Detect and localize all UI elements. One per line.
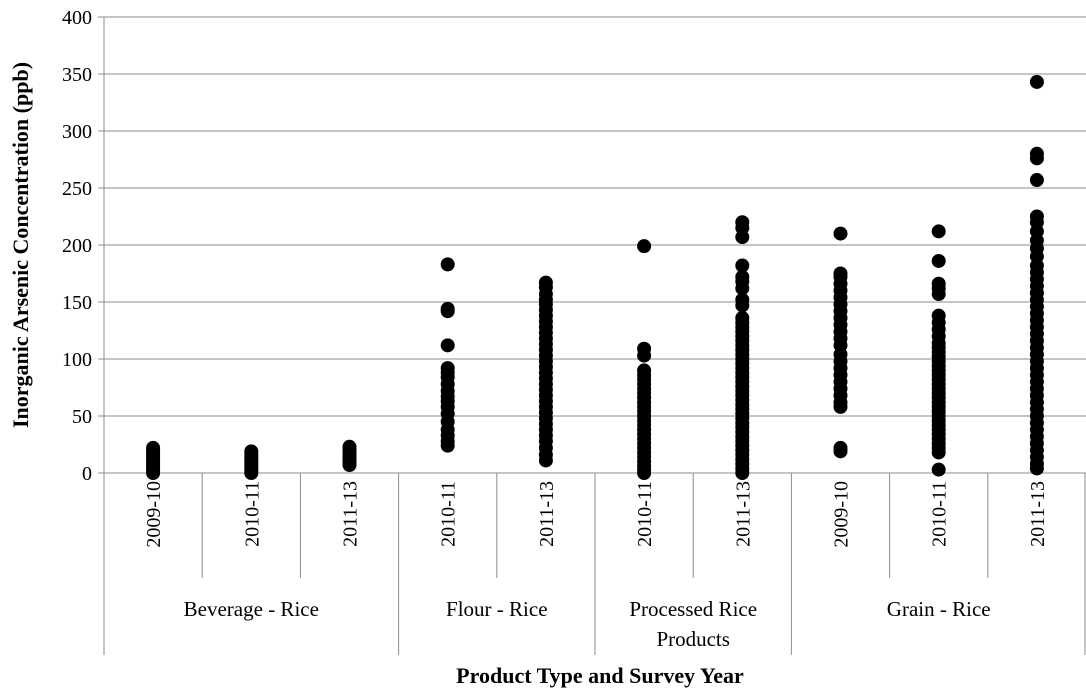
y-tick-label: 150 [62, 292, 92, 314]
data-point [146, 440, 161, 455]
group-label: Flour - Rice [446, 597, 547, 621]
gridlines [104, 16, 1086, 417]
data-points [146, 74, 1044, 480]
group-label: Processed Rice [629, 597, 757, 621]
data-point [833, 440, 848, 455]
data-point [735, 258, 750, 273]
category-label: 2010-11 [438, 481, 460, 547]
x-axis-title: Product Type and Survey Year [456, 663, 744, 688]
data-point [1029, 74, 1044, 89]
group-label: Grain - Rice [887, 597, 991, 621]
y-tick-label: 400 [62, 7, 92, 29]
category-label: 2011-13 [536, 481, 558, 547]
y-axis-title: Inorganic Arsenic Concentration (ppb) [8, 62, 33, 428]
data-point [931, 224, 946, 239]
y-tick-label: 350 [62, 64, 92, 86]
data-point [440, 301, 455, 316]
data-point [735, 310, 750, 325]
category-label: 2010-11 [241, 481, 263, 547]
data-point [1029, 173, 1044, 188]
category-label: 2010-11 [634, 481, 656, 547]
category-labels: 2009-10 2010-11 2011-13 2010-11 2011-13 2010-… [143, 481, 1049, 548]
data-point [244, 444, 259, 459]
data-point [440, 361, 455, 376]
y-tick-label: 50 [72, 406, 92, 428]
data-point [931, 308, 946, 323]
data-point [931, 253, 946, 268]
category-label: 2011-13 [732, 481, 754, 547]
y-tick-label: 0 [82, 463, 92, 485]
data-point [538, 275, 553, 290]
data-point [637, 341, 652, 356]
data-point [833, 226, 848, 241]
y-tick-label: 300 [62, 121, 92, 143]
data-point [342, 439, 357, 454]
category-label: 2011-13 [1027, 481, 1049, 547]
data-point [1029, 146, 1044, 161]
category-label: 2011-13 [340, 481, 362, 547]
data-point [735, 269, 750, 284]
y-tick-label: 250 [62, 178, 92, 200]
data-point [440, 338, 455, 353]
data-point [735, 215, 750, 230]
y-tick-label: 200 [62, 235, 92, 257]
group-labels: Beverage - Rice Flour - Rice Processed Ric… [184, 597, 991, 651]
category-axis-grid [201, 473, 1086, 655]
y-axis-ticks: 0 50 100 150 200 250 300 350 400 [62, 7, 104, 485]
y-tick-label: 100 [62, 349, 92, 371]
category-label: 2009-10 [143, 481, 165, 548]
data-point [833, 266, 848, 281]
group-label: Products [656, 627, 730, 651]
data-point [440, 257, 455, 272]
category-label: 2010-11 [929, 481, 951, 547]
data-point [931, 462, 946, 477]
data-point [1029, 209, 1044, 224]
category-label: 2009-10 [831, 481, 853, 548]
data-point [931, 276, 946, 291]
data-point [735, 292, 750, 307]
data-point [637, 239, 652, 254]
data-point [637, 363, 652, 378]
group-label: Beverage - Rice [184, 597, 319, 621]
